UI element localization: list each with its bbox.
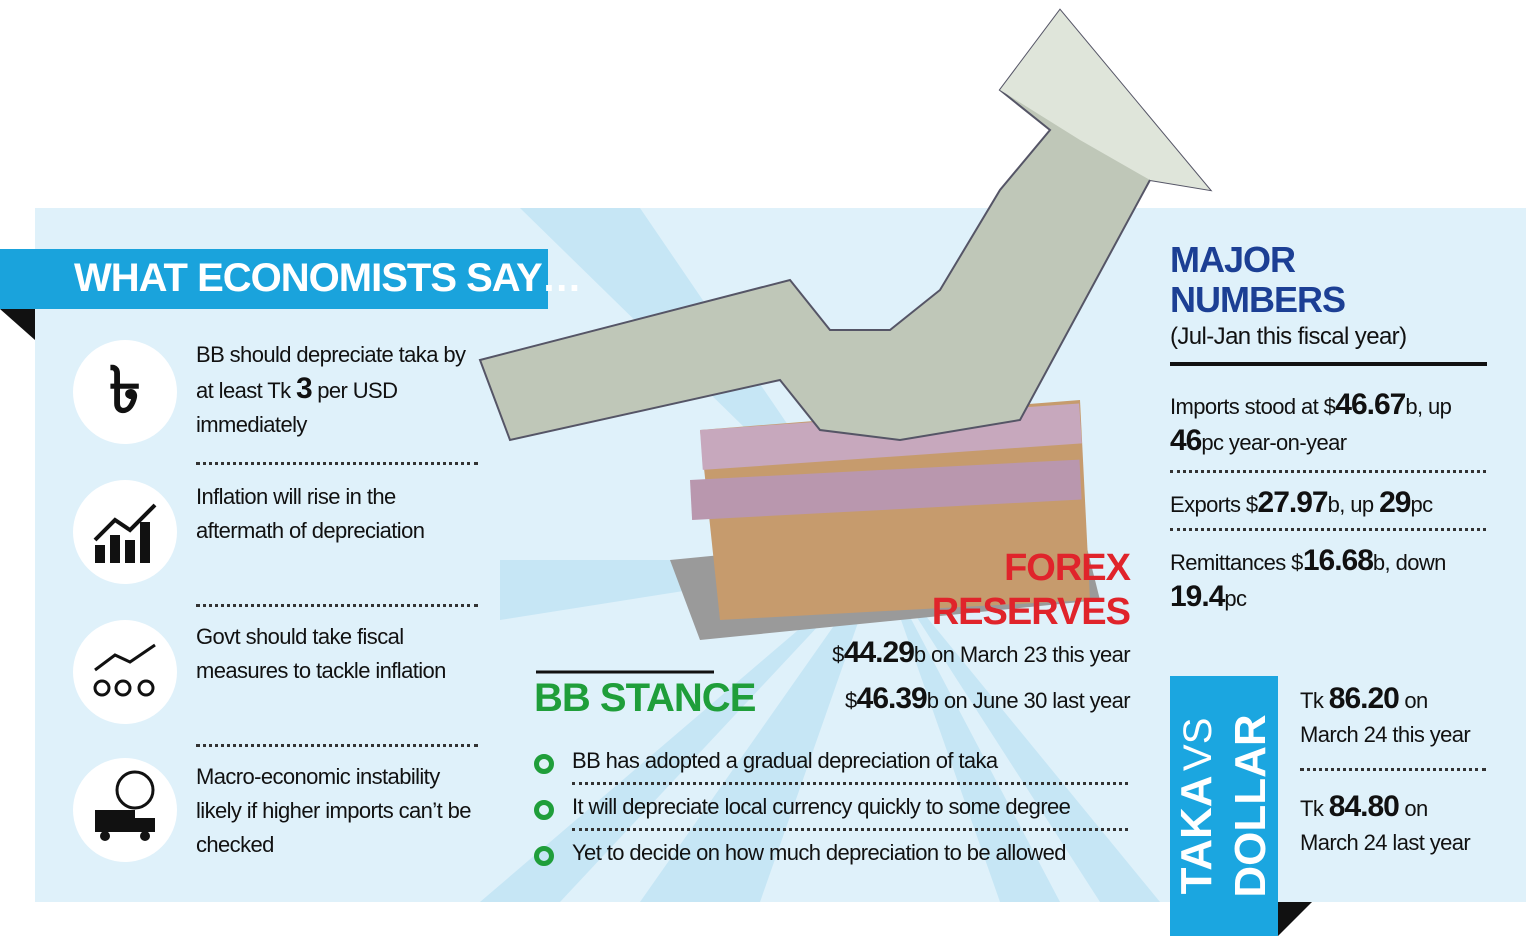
divider: [572, 782, 1128, 785]
figure: 19.4: [1170, 580, 1225, 613]
text: b, up: [1405, 394, 1452, 419]
divider: [196, 604, 478, 607]
chart-icon: [93, 503, 157, 563]
major-item: Exports $27.97b, up 29pc: [1170, 486, 1488, 522]
taka-icon: ৳: [109, 354, 141, 426]
bullet: [534, 754, 554, 774]
forex-line: $44.29b on March 23 this year: [832, 636, 1130, 672]
figure: 16.68: [1302, 544, 1374, 577]
forex-line: $46.39b on June 30 last year: [845, 682, 1131, 718]
text: Tk: [1300, 796, 1329, 821]
taka-label-text: TAKA VS DOLLAR: [1172, 714, 1275, 898]
economist-item: Macro-economic instability likely if hig…: [196, 760, 486, 862]
section-title: FOREX RESERVES: [931, 547, 1131, 633]
figure: 46.67: [1335, 388, 1406, 421]
label: DOLLAR: [1226, 714, 1275, 898]
text: b on March 23 this year: [913, 642, 1131, 667]
divider: [196, 744, 478, 747]
taka-box: [1170, 676, 1278, 936]
figure: 84.80: [1328, 790, 1400, 823]
figure: 46: [1170, 424, 1202, 457]
figure: 3: [296, 372, 313, 405]
import-icon: [95, 770, 155, 841]
fold: [0, 309, 35, 340]
fold: [1278, 902, 1312, 936]
text: pc year-on-year: [1201, 430, 1347, 455]
text: Exports $: [1170, 492, 1258, 517]
text: Inflation will rise in the aftermath of …: [196, 484, 425, 543]
taka-item: Tk 84.80 on March 24 last year: [1300, 790, 1490, 860]
taka-item: Tk 86.20 on March 24 this year: [1300, 682, 1490, 752]
bullet: [534, 846, 554, 866]
divider: [1170, 528, 1486, 531]
text: Tk: [1300, 688, 1329, 713]
text: on March 24 last year: [1300, 796, 1471, 855]
banner: [0, 249, 548, 309]
major-item: Remittances $16.68b, down 19.4pc: [1170, 544, 1488, 616]
text: Imports stood at $: [1170, 394, 1336, 419]
subtitle: (Jul-Jan this fiscal year): [1170, 323, 1407, 350]
text: Govt should take fiscal measures to tack…: [196, 624, 446, 683]
text: pc: [1410, 492, 1433, 517]
taka-label: TAKA VS DOLLAR: [1170, 676, 1278, 936]
economist-item: Govt should take fiscal measures to tack…: [196, 620, 486, 688]
text: Remittances $: [1170, 550, 1303, 575]
text: on March 24 this year: [1300, 688, 1471, 747]
text: b on June 30 last year: [926, 688, 1131, 713]
major-item: Imports stood at $46.67b, up 46pc year-o…: [1170, 388, 1488, 460]
divider: [1170, 470, 1486, 473]
figure: 46.39: [856, 682, 928, 715]
text: pc: [1224, 586, 1247, 611]
divider: [1300, 768, 1486, 771]
money-illustration: [478, 8, 1213, 640]
divider: [196, 462, 478, 465]
text: Macro-economic instability likely if hig…: [196, 764, 471, 857]
divider: [572, 828, 1128, 831]
figure: 29: [1379, 486, 1411, 519]
label: VS: [1176, 717, 1220, 771]
figure: 44.29: [843, 636, 915, 669]
text: $: [845, 688, 857, 713]
stance-item: Yet to decide on how much depreciation t…: [572, 840, 1067, 865]
label: TAKA: [1172, 775, 1221, 895]
text: b, up: [1327, 492, 1380, 517]
text: b, down: [1372, 550, 1446, 575]
inflation-icon: [93, 643, 156, 697]
text: BB should depreciate taka by at least Tk: [196, 342, 466, 403]
economist-item: BB should depreciate taka by at least Tk…: [196, 338, 486, 442]
stance-item: It will depreciate local currency quickl…: [572, 794, 1071, 819]
figure: 27.97: [1257, 486, 1329, 519]
section-title: WHAT ECONOMISTS SAY…: [74, 256, 582, 300]
section-title: MAJOR NUMBERS: [1170, 239, 1346, 320]
economist-item: Inflation will rise in the aftermath of …: [196, 480, 486, 548]
section-title: BB STANCE: [534, 676, 756, 720]
figure: 86.20: [1328, 682, 1400, 715]
text: per USD immediately: [196, 378, 398, 437]
bullet: [534, 800, 554, 820]
text: $: [832, 642, 844, 667]
stance-item: BB has adopted a gradual depreciation of…: [572, 748, 998, 773]
